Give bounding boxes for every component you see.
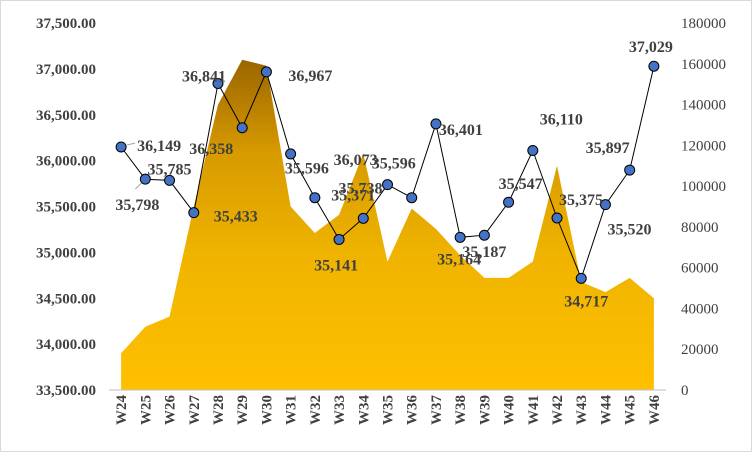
y-right-tick-label: 80000 [681,220,719,236]
data-labels-layer: 36,149 35,798 35,785 35,433 36,841 36,358 36,9… [115,39,673,310]
volume-area-layer [121,59,654,390]
data-label: 35,785 [148,161,192,178]
data-label: 36,149 [137,138,181,155]
y-right-tick-label: 40000 [681,301,719,317]
price-point [382,179,393,191]
price-point [454,231,466,243]
x-tick-label: W33 [332,395,348,425]
x-tick-label: W35 [381,395,397,425]
x-tick-label: W26 [163,395,179,426]
data-label: 35,738 [339,181,383,198]
data-label: 35,596 [372,156,416,173]
x-tick-label: W45 [623,395,639,425]
data-label: 35,520 [607,222,651,239]
y-left-tick-label: 37,500.00 [36,16,96,32]
x-tick-label: W25 [138,395,154,425]
price-point [527,145,539,157]
price-point [236,122,248,134]
price-point [648,60,660,72]
x-tick-label: W40 [502,395,518,425]
x-tick-label: W27 [187,395,203,426]
data-label: 35,141 [314,257,358,274]
price-line-layer [115,60,660,284]
price-point [478,229,490,241]
data-label: 36,401 [439,122,483,139]
price-point [309,192,321,204]
label-leader-line [134,182,142,190]
x-tick-label: W30 [259,395,275,425]
volume-area [121,59,654,390]
price-point [285,148,297,160]
x-tick-label: W36 [405,395,421,426]
y-right-tick-label: 20000 [681,342,719,358]
data-label: 36,841 [182,68,226,85]
y-right-tick-label: 100000 [681,179,726,195]
axes-layer: 33,500.00 34,000.00 34,500.00 35,000.00 35,5… [36,16,726,425]
y-right-tick-label: 60000 [681,261,719,277]
price-point [599,199,611,211]
x-tick-label: W32 [308,395,324,425]
x-tick-label: W46 [647,395,663,426]
data-label: 34,717 [564,293,608,310]
data-label: 35,798 [115,197,159,214]
data-label: 35,433 [214,209,258,226]
y-left-tick-label: 34,500.00 [36,291,96,307]
data-label: 36,110 [540,112,583,129]
data-label: 35,187 [462,244,506,261]
x-tick-label: W28 [211,395,227,425]
price-point [624,164,636,176]
data-label: 35,547 [499,176,543,193]
x-tick-label: W42 [550,395,566,425]
data-label: 35,897 [586,140,630,157]
y-left-tick-label: 35,000.00 [36,245,96,261]
price-point [212,77,224,89]
price-point [188,207,200,219]
y-right-tick-label: 160000 [681,57,726,73]
x-tick-label: W31 [284,395,300,425]
x-tick-label: W37 [429,395,445,426]
x-tick-label: W38 [453,395,469,425]
data-label: 36,358 [189,141,233,158]
x-tick-label: W44 [598,395,614,426]
price-point [430,118,442,130]
data-label: 35,371 [331,187,375,204]
y-left-tick-label: 37,000.00 [36,62,96,78]
price-point [115,141,127,153]
price-point [164,174,176,186]
x-tick-label: W24 [114,395,130,426]
price-point [260,66,272,78]
x-tick-label: W43 [574,395,590,425]
price-point [406,192,418,204]
data-label: 37,029 [629,39,673,56]
label-leader-line [126,142,136,146]
y-left-tick-label: 33,500.00 [36,383,96,399]
data-label: 35,164 [437,251,481,268]
x-tick-label: W39 [477,395,493,425]
price-point [551,212,563,224]
y-left-tick-label: 36,500.00 [36,108,96,124]
y-right-tick-label: 0 [681,383,689,399]
y-left-tick-label: 36,000.00 [36,154,96,170]
data-label: 36,073 [334,152,378,169]
x-tick-label: W29 [235,395,251,425]
price-point [139,173,151,185]
y-right-tick-label: 180000 [681,16,726,32]
y-left-tick-label: 34,000.00 [36,337,96,353]
price-point [503,196,515,208]
price-point [333,233,345,245]
data-label: 35,375 [559,192,603,209]
price-point [357,212,369,224]
y-right-tick-label: 120000 [681,138,726,154]
y-right-tick-label: 140000 [681,98,726,114]
price-point [575,272,587,284]
x-tick-label: W34 [356,395,372,426]
data-label: 36,967 [288,68,332,85]
data-label: 35,596 [285,161,329,178]
y-left-tick-label: 35,500.00 [36,200,96,216]
x-tick-label: W41 [526,395,542,425]
